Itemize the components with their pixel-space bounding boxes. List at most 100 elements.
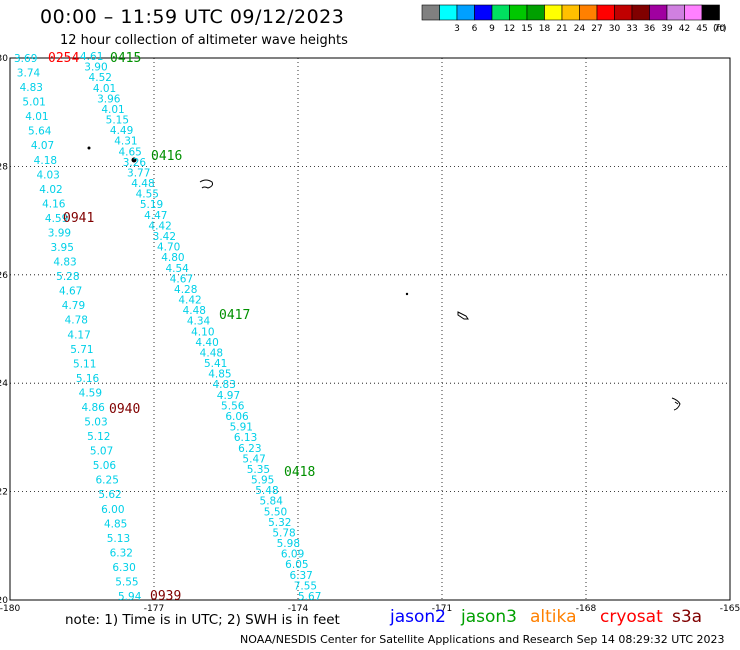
wave-height-value: 4.03 xyxy=(36,169,59,181)
colorbar-swatch xyxy=(684,4,703,21)
wave-height-value: 5.01 xyxy=(22,97,45,109)
x-tick-label: -174 xyxy=(288,604,309,614)
wave-height-value: 6.32 xyxy=(110,547,133,559)
colorbar-tick-label: 30 xyxy=(609,24,621,34)
colorbar-swatch xyxy=(649,4,668,21)
wave-height-value: 5.50 xyxy=(264,506,287,518)
wave-height-value: 3.90 xyxy=(84,62,107,74)
y-tick-label: 24 xyxy=(0,379,8,389)
wave-height-value: 5.84 xyxy=(260,496,284,508)
wave-height-value: 5.13 xyxy=(107,533,130,545)
wave-height-value: 4.16 xyxy=(42,198,66,210)
wave-height-value: 5.06 xyxy=(93,460,117,472)
wave-height-value: 4.78 xyxy=(65,315,88,327)
colorbar-tick-label: 33 xyxy=(626,24,637,34)
wave-height-value: 6.09 xyxy=(281,549,304,561)
colorbar-tick-label: 9 xyxy=(489,24,495,34)
wave-height-value: 4.55 xyxy=(136,189,159,201)
island-outline xyxy=(199,179,213,189)
colorbar-swatch xyxy=(561,4,580,21)
colorbar-unit: (ft) xyxy=(713,24,727,34)
wave-height-value: 4.48 xyxy=(131,178,154,190)
x-tick-label: -180 xyxy=(0,604,20,614)
wave-height-value: 4.01 xyxy=(25,111,48,123)
colorbar-tick-label: 21 xyxy=(556,24,567,34)
wave-height-value: 6.37 xyxy=(289,570,312,582)
wave-height-value: 5.64 xyxy=(28,126,52,138)
wave-height-value: 4.48 xyxy=(200,347,223,359)
colorbar-tick-label: 12 xyxy=(504,24,515,34)
wave-height-value: 5.32 xyxy=(268,517,291,529)
y-tick-label: 26 xyxy=(0,271,8,281)
wave-height-value: 6.30 xyxy=(112,562,135,574)
wave-height-value: 5.48 xyxy=(255,485,278,497)
wave-height-value: 6.25 xyxy=(96,475,119,487)
wave-height-value: 6.00 xyxy=(101,504,124,516)
pass-time-labels: 0254 0415 0416 0941 0417 0940 0418 0939 xyxy=(48,51,315,604)
wave-height-value: 3.69 xyxy=(14,53,37,65)
wave-height-value: 3.42 xyxy=(153,231,176,243)
wave-height-value: 6.23 xyxy=(238,443,261,455)
colorbar-swatch xyxy=(474,4,493,21)
track-a: 3.69 3.74 4.83 5.01 4.01 5.64 4.07 4.18 4.03 4.02… xyxy=(14,53,142,603)
wave-height-value: 4.79 xyxy=(62,300,85,312)
colorbar-tick-label: 15 xyxy=(521,24,532,34)
colorbar-tick-label: 36 xyxy=(644,24,656,34)
wave-height-value: 5.03 xyxy=(84,417,107,429)
wave-height-value: 5.19 xyxy=(140,199,163,211)
wave-height-value: 5.16 xyxy=(76,373,100,385)
pass-time-label: 0416 xyxy=(151,149,182,164)
page-subtitle: 12 hour collection of altimeter wave hei… xyxy=(60,33,348,48)
wave-height-value: 4.52 xyxy=(89,72,112,84)
colorbar-tick-label: 6 xyxy=(472,24,478,34)
wave-height-value: 4.02 xyxy=(39,184,62,196)
wave-height-value: 4.61 xyxy=(80,51,103,63)
wave-height-value: 4.17 xyxy=(67,329,90,341)
island-dot xyxy=(87,146,91,150)
y-tick-label: 20 xyxy=(0,596,8,606)
wave-height-value: 4.31 xyxy=(114,136,137,148)
wave-height-value: 3.74 xyxy=(17,68,41,80)
legend-jason2: jason2 xyxy=(390,607,446,627)
wave-height-value: 5.35 xyxy=(247,464,270,476)
wave-height-value: 3.99 xyxy=(48,227,71,239)
colorbar-tick-label: 3 xyxy=(454,24,460,34)
wave-height-value: 4.85 xyxy=(104,518,127,530)
wave-height-value: 4.83 xyxy=(53,257,76,269)
wave-height-value: 5.91 xyxy=(230,422,253,434)
wave-height-value: 3.95 xyxy=(51,242,74,254)
legend-s3a: s3a xyxy=(672,607,703,627)
wave-height-value: 3.77 xyxy=(127,167,150,179)
colorbar-tick-label: 39 xyxy=(661,24,673,34)
pass-time-label: 0418 xyxy=(284,465,315,480)
wave-height-value: 4.83 xyxy=(213,379,236,391)
islands xyxy=(87,146,681,411)
wave-height-value: 5.95 xyxy=(251,475,274,487)
wave-height-value: 4.59 xyxy=(45,213,68,225)
map-grid: -180 -177 -174 -171 -168 -165 30 28 26 24 22 20 xyxy=(0,54,740,614)
island-outline xyxy=(671,397,681,411)
track-b: 4.613.904.524.013.964.015.154.494.314.65… xyxy=(80,51,321,603)
wave-height-value: 5.67 xyxy=(298,591,321,603)
colorbar-swatch xyxy=(579,4,598,21)
colorbar-tick-label: 45 xyxy=(696,24,707,34)
wave-height-value: 4.80 xyxy=(161,252,184,264)
footer-note: note: 1) Time is in UTC; 2) SWH is in fe… xyxy=(65,612,340,628)
colorbar-swatch xyxy=(456,4,475,21)
pass-time-label: 0940 xyxy=(109,402,140,417)
wave-height-value: 5.78 xyxy=(272,527,295,539)
wave-height-value: 4.01 xyxy=(93,83,116,95)
island-dot xyxy=(131,157,137,163)
wave-height-value: 3.96 xyxy=(97,93,121,105)
y-tick-label: 22 xyxy=(0,488,8,498)
footer-credit: NOAA/NESDIS Center for Satellite Applica… xyxy=(240,633,725,646)
colorbar-swatch xyxy=(544,4,563,21)
colorbar-swatch xyxy=(596,4,615,21)
colorbar-tick-label: 24 xyxy=(574,24,586,34)
wave-height-value: 4.42 xyxy=(148,220,171,232)
wave-height-value: 4.59 xyxy=(79,387,102,399)
wave-height-value: 4.65 xyxy=(118,146,141,158)
pass-time-label: 0941 xyxy=(63,211,94,226)
pass-time-label: 0415 xyxy=(110,51,141,66)
x-tick-label: -168 xyxy=(576,604,597,614)
